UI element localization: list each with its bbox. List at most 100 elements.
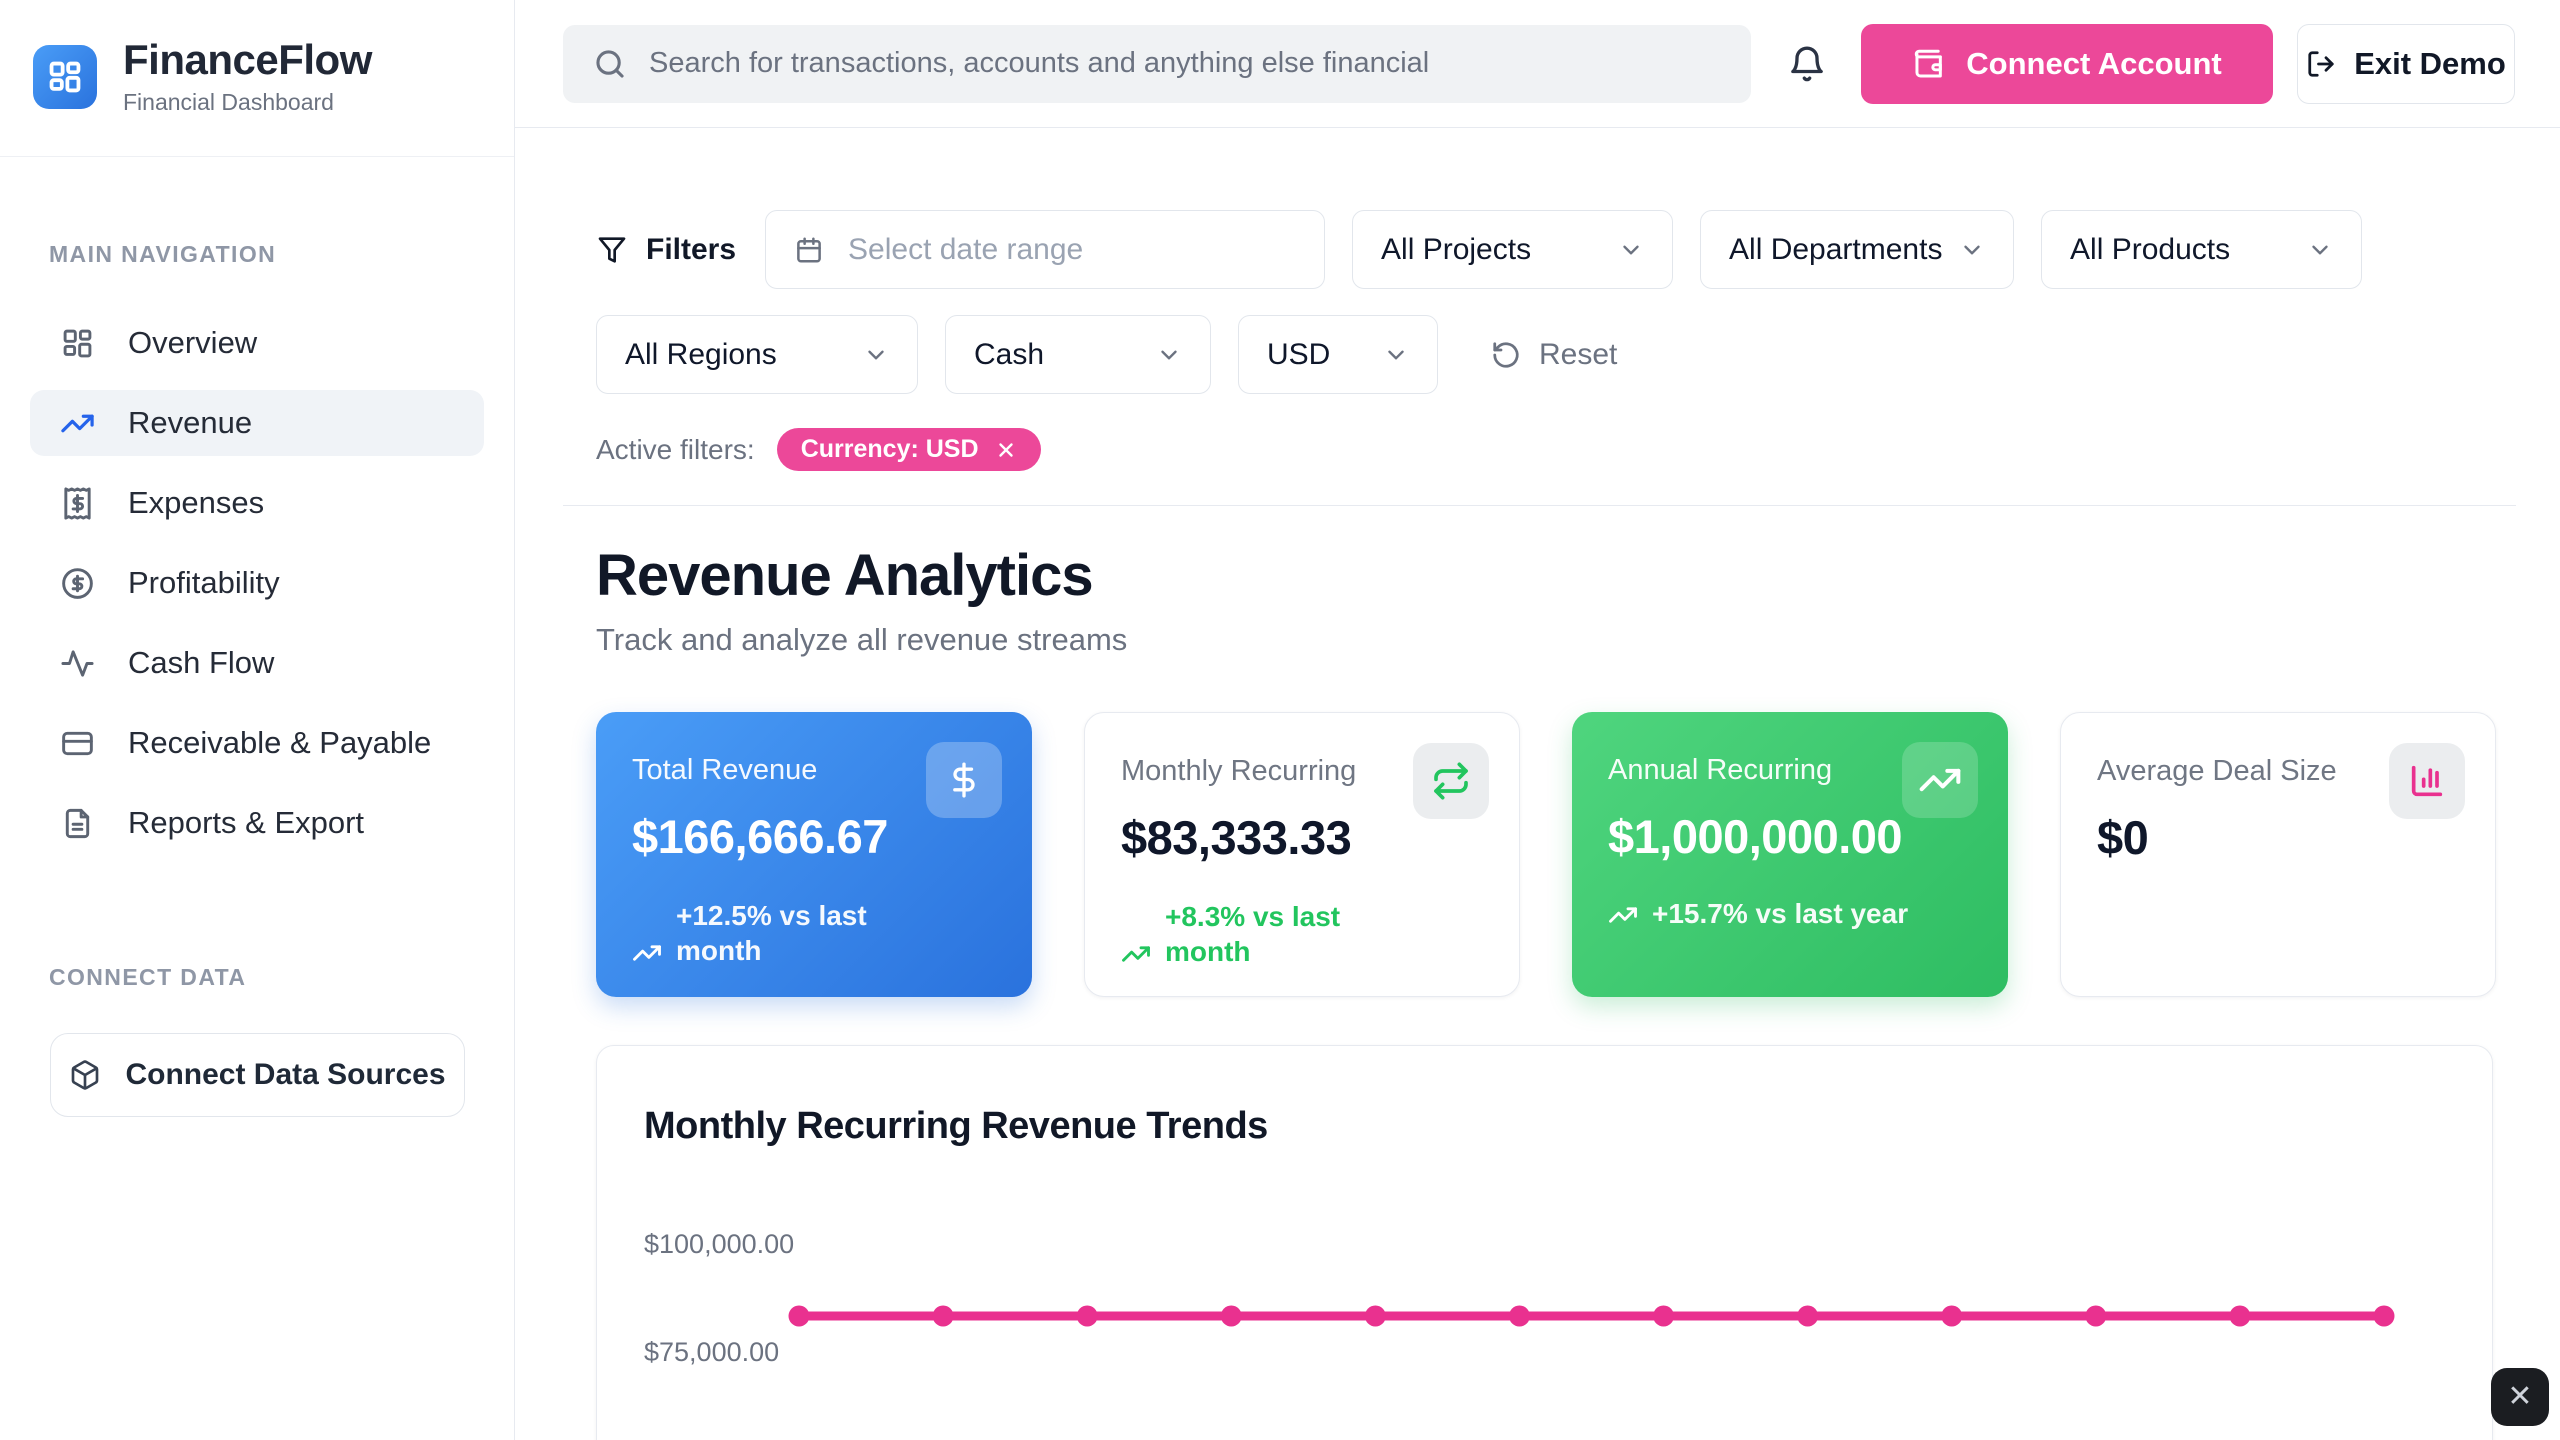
projects-dropdown[interactable]: All Projects <box>1352 210 1674 289</box>
mrr-line-chart: $100,000.00 $75,000.00 $50,000.00 <box>644 1186 2445 1440</box>
sidebar-item-label: Expenses <box>128 485 265 521</box>
sidebar-item-label: Receivable & Payable <box>128 725 432 761</box>
departments-dropdown[interactable]: All Departments <box>1700 210 2015 289</box>
file-text-icon <box>60 806 95 841</box>
chevron-down-icon <box>2307 237 2333 263</box>
dollar-circle-icon <box>60 566 95 601</box>
app-title: FinanceFlow <box>123 36 372 83</box>
metric-label: Average Deal Size <box>2097 755 2337 787</box>
exit-demo-label: Exit Demo <box>2354 45 2506 81</box>
topbar: Connect Account Exit Demo <box>515 0 2560 128</box>
connect-data-section: CONNECT DATA Connect Data Sources <box>0 964 514 1118</box>
grid-icon <box>60 326 95 361</box>
sidebar-item-label: Reports & Export <box>128 805 365 841</box>
connect-data-sources-button[interactable]: Connect Data Sources <box>50 1033 465 1118</box>
chevron-down-icon <box>1156 342 1182 368</box>
chevron-down-icon <box>863 342 889 368</box>
mrr-trends-chart-card: Monthly Recurring Revenue Trends $100,00… <box>596 1045 2493 1440</box>
close-icon[interactable] <box>995 439 1017 461</box>
data-point[interactable] <box>2085 1305 2107 1327</box>
brand-text: FinanceFlow Financial Dashboard <box>123 36 372 116</box>
logout-icon <box>2306 49 2336 79</box>
calendar-icon <box>794 235 824 265</box>
data-point[interactable] <box>2229 1305 2251 1327</box>
data-point[interactable] <box>932 1305 954 1327</box>
sidebar-item-label: Revenue <box>128 405 253 441</box>
regions-dropdown-value: All Regions <box>625 337 777 371</box>
trend-up-icon <box>632 938 662 968</box>
connect-account-button[interactable]: Connect Account <box>1861 23 2273 104</box>
notifications-bell-icon[interactable] <box>1787 44 1827 84</box>
metric-change: +12.5% vs last month <box>632 898 996 968</box>
metric-cards: Total Revenue $166,666.67 +12.5% vs last… <box>596 712 2516 997</box>
filters-title: Filters <box>596 233 736 267</box>
sidebar-item-expenses[interactable]: Expenses <box>30 470 484 536</box>
sidebar-item-reports-export[interactable]: Reports & Export <box>30 790 484 856</box>
sidebar-item-label: Overview <box>128 325 258 361</box>
filters-title-label: Filters <box>646 232 737 266</box>
sidebar: FinanceFlow Financial Dashboard MAIN NAV… <box>0 0 515 1440</box>
close-overlay-button[interactable]: ✕ <box>2491 1368 2549 1426</box>
sidebar-item-profitability[interactable]: Profitability <box>30 550 484 616</box>
regions-dropdown[interactable]: All Regions <box>596 315 918 394</box>
sidebar-item-cash-flow[interactable]: Cash Flow <box>30 630 484 696</box>
metric-change-text: +8.3% vs last month <box>1165 901 1341 967</box>
metric-change: +8.3% vs last month <box>1121 899 1483 969</box>
metric-card-annual-recurring: Annual Recurring $1,000,000.00 +15.7% vs… <box>1572 712 2008 997</box>
currency-dropdown[interactable]: USD <box>1238 315 1438 394</box>
nav-section-header: MAIN NAVIGATION <box>49 241 277 268</box>
dollar-icon <box>926 742 1002 818</box>
products-dropdown-value: All Products <box>2070 232 2231 266</box>
exit-demo-button[interactable]: Exit Demo <box>2297 23 2515 104</box>
sidebar-item-overview[interactable]: Overview <box>30 310 484 376</box>
search-box[interactable] <box>563 24 1751 103</box>
app-subtitle: Financial Dashboard <box>123 89 334 116</box>
chevron-down-icon <box>1618 237 1644 263</box>
line-series <box>788 1305 2395 1327</box>
sidebar-item-receivable-payable[interactable]: Receivable & Payable <box>30 710 484 776</box>
data-point[interactable] <box>1076 1305 1098 1327</box>
active-filter-chip-currency[interactable]: Currency: USD <box>776 428 1041 471</box>
data-point[interactable] <box>1508 1305 1530 1327</box>
chip-label: Currency: USD <box>800 435 979 463</box>
reset-filters-button[interactable]: Reset <box>1491 338 1617 372</box>
sidebar-item-revenue[interactable]: Revenue <box>30 390 484 457</box>
cash-basis-dropdown-value: Cash <box>974 337 1045 371</box>
data-point[interactable] <box>1653 1305 1675 1327</box>
chevron-down-icon <box>1383 342 1409 368</box>
metric-change-text: +12.5% vs last month <box>676 900 867 966</box>
data-point[interactable] <box>2373 1305 2395 1327</box>
main-area: Connect Account Exit Demo <box>515 0 2560 1440</box>
y-axis-tick: $75,000.00 <box>644 1337 780 1367</box>
cube-icon <box>69 1059 101 1091</box>
filters-row-1: Filters Select date range All Projects <box>596 210 2516 289</box>
data-point[interactable] <box>788 1305 810 1327</box>
search-input[interactable] <box>649 47 1721 80</box>
products-dropdown[interactable]: All Products <box>2041 210 2363 289</box>
credit-card-icon <box>60 726 95 761</box>
data-point[interactable] <box>1220 1305 1242 1327</box>
cash-basis-dropdown[interactable]: Cash <box>945 315 1211 394</box>
active-filters-row: Active filters: Currency: USD <box>596 428 2516 471</box>
data-point[interactable] <box>1797 1305 1819 1327</box>
app-logo-icon <box>33 45 97 110</box>
metric-change: +15.7% vs last year <box>1608 898 1972 930</box>
date-range-input[interactable]: Select date range <box>765 210 1326 289</box>
page-head: Revenue Analytics Track and analyze all … <box>596 542 2516 660</box>
connect-data-sources-label: Connect Data Sources <box>125 1058 446 1092</box>
data-point[interactable] <box>1941 1305 1963 1327</box>
metric-change-text: +15.7% vs last year <box>1652 898 1909 929</box>
date-range-placeholder: Select date range <box>848 232 1084 266</box>
metric-label: Monthly Recurring <box>1121 755 1357 787</box>
connect-data-header: CONNECT DATA <box>49 964 247 991</box>
departments-dropdown-value: All Departments <box>1729 232 1943 266</box>
currency-dropdown-value: USD <box>1267 337 1331 371</box>
bar-chart-icon <box>2389 743 2465 819</box>
sidebar-item-label: Cash Flow <box>128 645 275 681</box>
y-axis-tick: $100,000.00 <box>644 1229 795 1259</box>
trend-up-icon <box>1608 900 1638 930</box>
data-point[interactable] <box>1364 1305 1386 1327</box>
reset-label: Reset <box>1539 337 1618 371</box>
connect-account-label: Connect Account <box>1966 45 2222 81</box>
